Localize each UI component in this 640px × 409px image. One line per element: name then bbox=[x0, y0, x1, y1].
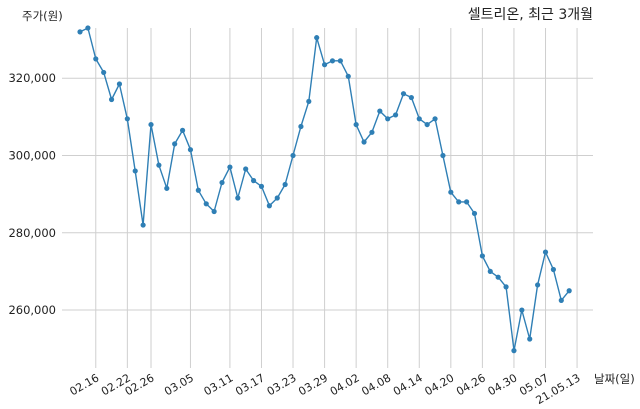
data-point bbox=[432, 116, 438, 122]
data-point bbox=[211, 208, 217, 215]
chart-title: 셀트리온, 최근 3개월 bbox=[468, 7, 593, 23]
x-tick-label: 04.26 bbox=[454, 371, 488, 398]
y-tick-label: 300,000 bbox=[8, 149, 56, 163]
data-point bbox=[527, 336, 533, 342]
data-point bbox=[566, 288, 572, 294]
data-point bbox=[77, 29, 83, 35]
data-point bbox=[187, 147, 194, 153]
data-point bbox=[156, 162, 162, 168]
grid bbox=[62, 28, 593, 368]
data-point bbox=[400, 91, 407, 97]
data-point bbox=[179, 127, 186, 133]
data-point bbox=[116, 81, 123, 87]
data-point bbox=[164, 185, 170, 191]
data-point bbox=[140, 222, 146, 228]
data-point bbox=[85, 25, 91, 31]
data-point bbox=[321, 62, 328, 68]
data-point bbox=[282, 181, 288, 188]
data-point bbox=[93, 56, 99, 62]
data-point bbox=[353, 121, 359, 128]
data-point bbox=[132, 168, 138, 174]
data-point bbox=[195, 187, 201, 193]
data-point bbox=[274, 195, 280, 201]
data-point bbox=[558, 297, 564, 303]
data-point bbox=[101, 69, 107, 76]
data-point bbox=[511, 348, 517, 354]
x-tick-label: 03.29 bbox=[296, 371, 330, 398]
data-point bbox=[408, 94, 414, 101]
data-point bbox=[424, 121, 430, 128]
data-point bbox=[503, 284, 509, 290]
data-point bbox=[124, 116, 130, 122]
data-point bbox=[535, 282, 541, 288]
data-point bbox=[235, 195, 241, 201]
data-point bbox=[243, 166, 249, 172]
data-point bbox=[148, 121, 154, 128]
data-point bbox=[298, 123, 304, 130]
data-point bbox=[487, 268, 493, 275]
data-point bbox=[337, 58, 343, 64]
data-point bbox=[266, 203, 272, 209]
data-point bbox=[306, 98, 312, 105]
y-tick-label: 320,000 bbox=[8, 71, 56, 85]
data-point bbox=[108, 96, 115, 103]
data-point bbox=[471, 210, 478, 217]
data-point bbox=[345, 73, 351, 79]
data-point bbox=[393, 112, 399, 118]
x-tick-label: 04.30 bbox=[486, 371, 520, 398]
x-tick-label: 03.23 bbox=[265, 371, 299, 398]
data-point bbox=[464, 199, 470, 205]
data-point bbox=[250, 178, 257, 184]
data-point bbox=[550, 266, 557, 273]
data-point bbox=[290, 152, 296, 159]
data-point bbox=[495, 274, 501, 280]
series-points bbox=[77, 25, 572, 354]
x-tick-label: 04.20 bbox=[423, 371, 457, 398]
x-tick-label: 04.02 bbox=[328, 371, 362, 398]
data-point bbox=[377, 108, 383, 114]
data-point bbox=[456, 199, 462, 205]
data-point bbox=[369, 129, 375, 135]
data-point bbox=[385, 116, 391, 122]
x-tick-label: 04.08 bbox=[359, 371, 393, 398]
x-tick-label: 04.14 bbox=[391, 371, 425, 398]
y-axis-label: 주가(원) bbox=[22, 9, 63, 23]
data-point bbox=[219, 179, 225, 186]
data-point bbox=[172, 141, 178, 147]
data-point bbox=[542, 249, 549, 255]
data-point bbox=[479, 253, 485, 259]
data-point bbox=[448, 189, 454, 195]
data-point bbox=[203, 201, 209, 207]
x-tick-label: 03.17 bbox=[233, 371, 267, 398]
data-point bbox=[227, 164, 233, 170]
data-point bbox=[361, 139, 367, 145]
data-point bbox=[440, 152, 446, 159]
data-point bbox=[329, 58, 336, 64]
data-point bbox=[314, 35, 320, 41]
data-point bbox=[519, 307, 525, 313]
x-tick-label: 02.16 bbox=[68, 371, 102, 398]
x-tick-label: 03.05 bbox=[162, 371, 196, 398]
x-axis-label: 날짜(일) bbox=[594, 372, 635, 386]
data-point bbox=[258, 183, 265, 190]
y-tick-label: 280,000 bbox=[8, 226, 56, 240]
data-point bbox=[416, 116, 422, 122]
x-tick-label: 03.11 bbox=[202, 371, 236, 398]
y-axis-ticks: 260,000 280,000 300,000 320,000 bbox=[8, 71, 56, 317]
y-tick-label: 260,000 bbox=[8, 303, 56, 317]
